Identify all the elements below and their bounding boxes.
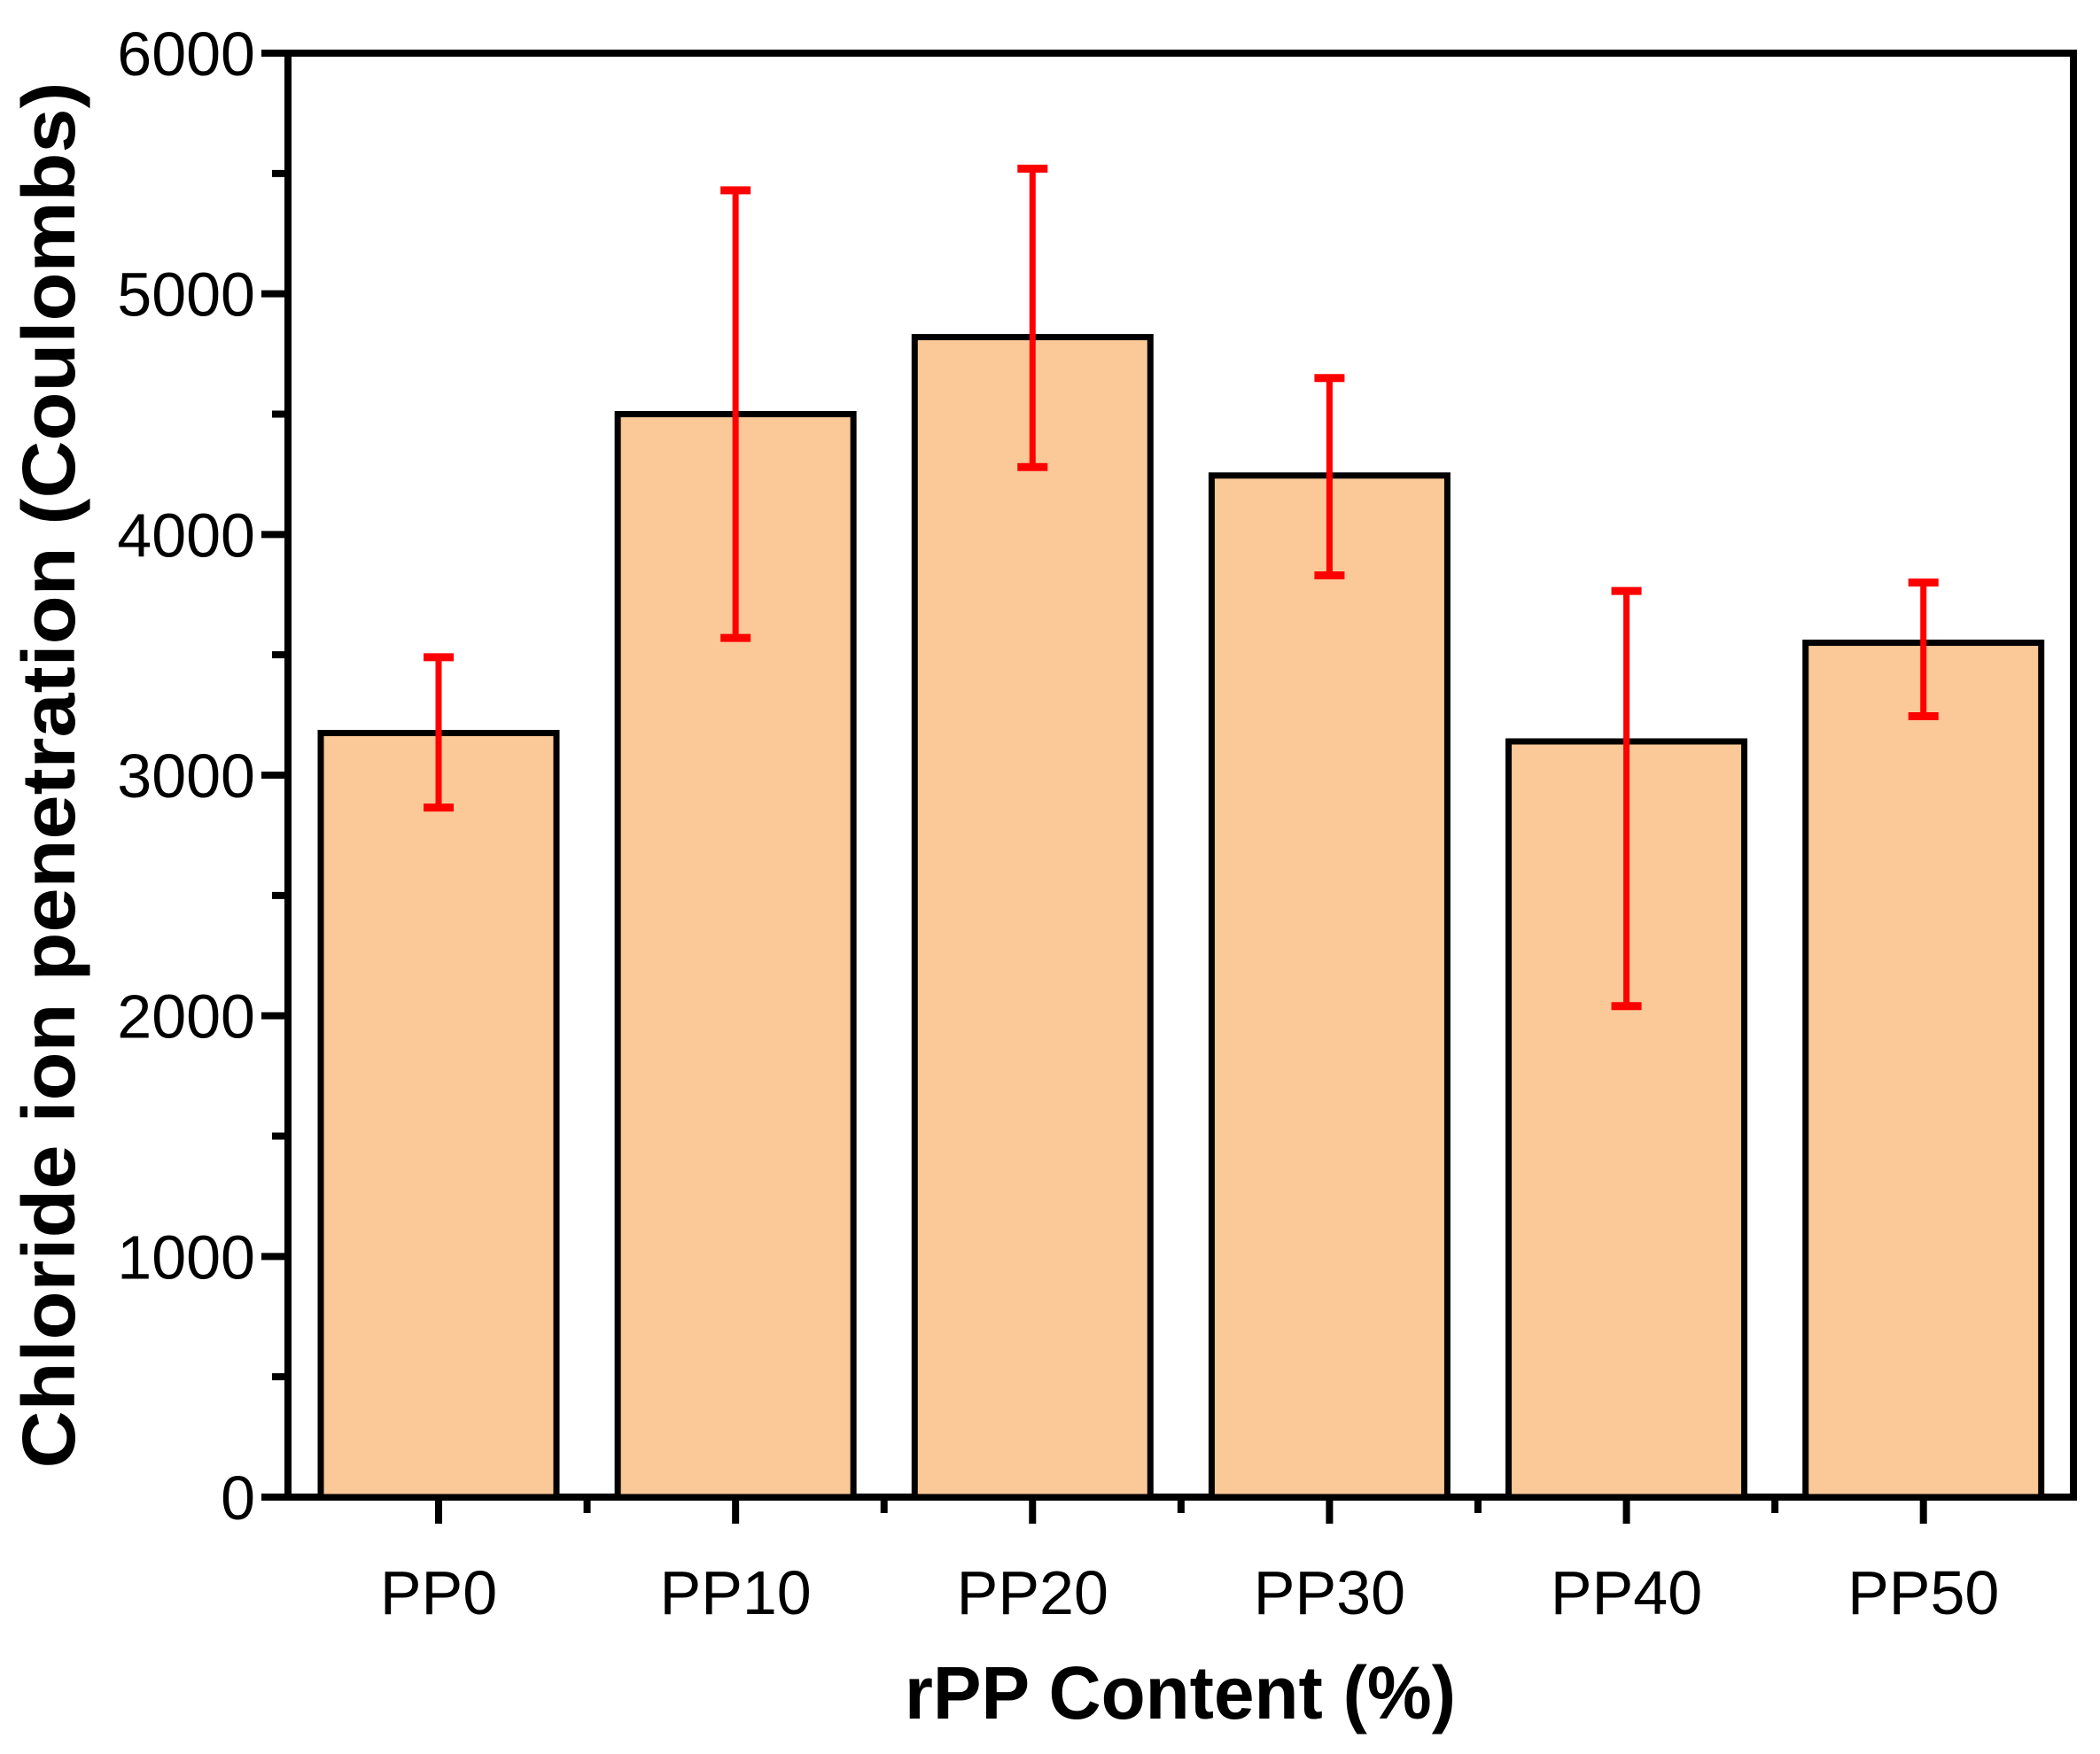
- bar-PP0: [317, 729, 560, 1501]
- y-axis-tick-labels: 0 1000 2000 3000 4000 5000 6000: [117, 19, 255, 1533]
- y-axis-ticks: [261, 50, 288, 1501]
- bar-PP20: [911, 334, 1154, 1501]
- y-tick-label-5000: 5000: [117, 260, 255, 330]
- y-tick-label-2000: 2000: [117, 982, 255, 1052]
- y-tick-label-6000: 6000: [117, 19, 255, 89]
- bar-PP50: [1802, 640, 2045, 1501]
- y-tick-label-4000: 4000: [117, 501, 255, 570]
- x-axis-tick-labels: PP0 PP10 PP20 PP30 PP40 PP50: [380, 1558, 1999, 1627]
- bar-PP30: [1208, 472, 1451, 1501]
- x-tick-label-PP10: PP10: [660, 1558, 812, 1627]
- x-tick-label-PP30: PP30: [1254, 1558, 1405, 1627]
- x-axis-title: rPP Content (%): [905, 1651, 1456, 1735]
- x-tick-label-PP50: PP50: [1847, 1558, 1999, 1627]
- bars-group: [317, 334, 2045, 1501]
- x-tick-label-PP0: PP0: [380, 1558, 497, 1627]
- y-axis-title: Chloride ion penetration (Coulombs): [7, 82, 90, 1469]
- x-axis-ticks: [435, 1497, 1927, 1524]
- y-tick-label-0: 0: [221, 1463, 255, 1533]
- x-tick-label-PP20: PP20: [957, 1558, 1108, 1627]
- error-bars-group: [424, 164, 1939, 1011]
- x-tick-label-PP40: PP40: [1551, 1558, 1702, 1627]
- y-tick-label-3000: 3000: [117, 741, 255, 811]
- y-tick-label-1000: 1000: [117, 1222, 255, 1292]
